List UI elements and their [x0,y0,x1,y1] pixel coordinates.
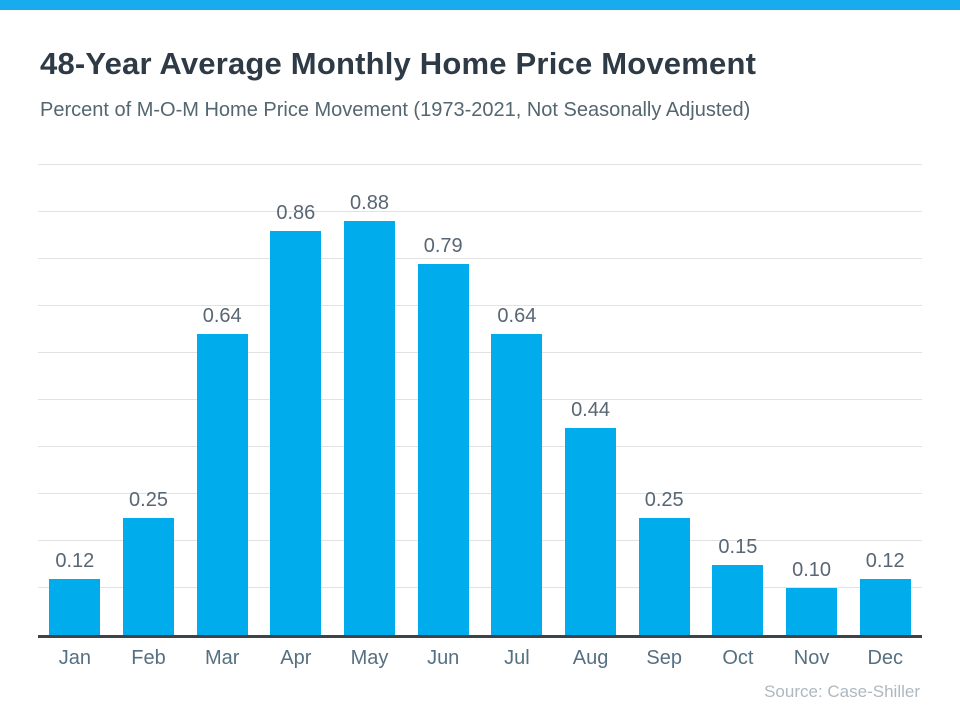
bar-value-label: 0.64 [202,305,242,328]
bar [712,564,764,635]
bar-slot: 0.25 [112,165,186,635]
bar [123,517,174,635]
gridline [38,446,922,447]
x-axis-label: Oct [722,647,754,669]
x-axis-label: Aug [572,647,609,669]
bar-slot: 0.25 [627,165,701,635]
x-axis-label: Jun [427,647,460,669]
bar-slot: 0.12 [848,165,922,635]
chart-subtitle: Percent of M-O-M Home Price Movement (19… [40,99,751,121]
x-axis-labels: Jan Feb Mar Apr May Jun Jul Aug Sep Oct Nov Dec [38,647,922,670]
bar-value-label: 0.88 [350,192,389,215]
x-axis-label: Sep [646,647,682,669]
bar-value-label: 0.86 [276,201,316,224]
bar [565,428,617,635]
gridline [38,352,922,353]
gridline [38,493,922,494]
bar-value-label: 0.25 [129,488,168,511]
x-axis-label: May [350,647,389,669]
gridline [38,587,922,588]
gridline [38,305,922,306]
source-note: Source: Case-Shiller [764,682,920,701]
gridline [38,164,922,165]
x-axis-label: Mar [204,647,240,669]
bar [417,263,469,635]
gridline [38,211,922,212]
bar-slot: 0.44 [554,165,628,635]
x-axis-label: Apr [280,647,312,669]
bar [196,334,248,635]
bar-slot: 0.10 [775,165,849,635]
bar-slot: 0.79 [406,165,480,635]
plot-area: 0.12 0.25 0.64 0.86 0.88 0.79 0.64 0.44 0.25 0.15… [38,164,922,638]
bar-value-label: 0.15 [718,535,758,558]
gridline [38,399,922,400]
top-accent-bar [0,0,960,10]
gridline [38,540,922,541]
x-axis-label: Feb [131,647,166,669]
bar [491,334,543,635]
bar-slot: 0.64 [480,165,554,635]
x-axis-label: Dec [867,647,904,669]
x-axis-label: Jan [58,647,91,669]
gridline [38,258,922,259]
bar [638,517,690,635]
x-axis-label: Jul [504,647,530,669]
x-axis-line [38,635,922,638]
bar-value-label: 0.44 [571,399,610,422]
bar [270,230,322,635]
x-axis-label: Nov [793,647,830,669]
bars-row: 0.12 0.25 0.64 0.86 0.88 0.79 0.64 0.44 0.25 0.15… [38,165,922,635]
bar-value-label: 0.10 [792,559,832,581]
bar-slot: 0.88 [333,165,407,635]
bar-value-label: 0.79 [423,234,463,257]
chart-title: 48-Year Average Monthly Home Price Movem… [40,46,757,81]
bar [49,578,101,635]
bar-value-label: 0.12 [55,549,95,572]
bar [859,578,911,635]
bar-slot: 0.86 [259,165,333,635]
bar-slot: 0.15 [701,165,775,635]
bar [786,588,838,635]
bar-value-label: 0.25 [644,488,684,511]
bar [344,221,396,635]
bar-slot: 0.64 [185,165,259,635]
bar-value-label: 0.12 [865,549,905,572]
bar-slot: 0.12 [38,165,112,635]
bar-value-label: 0.64 [497,305,537,328]
